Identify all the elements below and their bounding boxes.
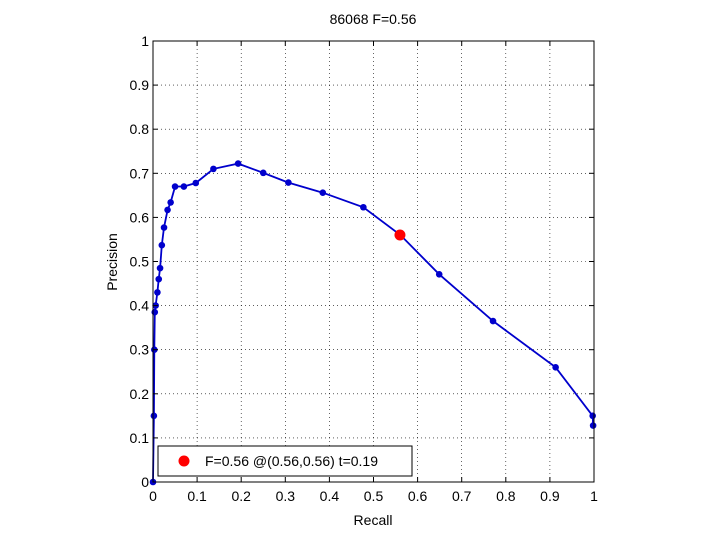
x-tick-label: 0.4 [320, 488, 340, 504]
y-tick-label: 0.6 [130, 209, 150, 225]
x-tick-label: 0.7 [452, 488, 472, 504]
data-point [180, 183, 188, 190]
data-point [158, 241, 166, 249]
y-tick-label: 0.5 [130, 254, 150, 270]
x-tick-label: 0.9 [540, 488, 560, 504]
y-axis-label: Precision [104, 233, 120, 291]
data-point [589, 422, 597, 429]
x-tick-label: 0.8 [496, 488, 516, 504]
y-tick-label: 0.7 [130, 165, 150, 181]
data-point [210, 165, 217, 173]
legend: F=0.56 @(0.56,0.56) t=0.19 [157, 445, 413, 477]
best-f-point [394, 229, 406, 241]
data-point [589, 412, 596, 420]
data-point [164, 206, 171, 214]
legend-label: F=0.56 @(0.56,0.56) t=0.19 [205, 453, 378, 469]
y-tick-label: 0 [141, 474, 149, 490]
ticks: 0 0.1 0.2 0.3 0.4 0.5 0.6 0.7 0.8 0.9 1 0 0.1 0.2 0.3 0… [130, 33, 599, 504]
y-tick-label: 0.3 [130, 342, 150, 358]
x-axis-label: Recall [354, 512, 393, 528]
data-point [154, 289, 161, 296]
chart-title: 86068 F=0.56 [330, 11, 417, 27]
data-point [285, 179, 292, 186]
y-tick-label: 0.8 [130, 121, 150, 137]
x-tick-label: 0.3 [276, 488, 296, 504]
y-tick-label: 0.1 [130, 430, 150, 446]
grid [153, 41, 594, 482]
x-tick-label: 0.1 [187, 488, 207, 504]
x-tick-label: 0.5 [364, 488, 384, 504]
data-point [360, 203, 367, 211]
data-point [192, 179, 200, 187]
x-tick-label: 1 [590, 488, 598, 504]
data-point [171, 183, 179, 190]
data-point [259, 169, 267, 177]
data-point [156, 264, 164, 272]
data-point [489, 317, 497, 325]
y-tick-label: 0.4 [130, 298, 150, 314]
data-point [552, 364, 559, 371]
legend-box [157, 445, 413, 477]
data-point [319, 189, 327, 197]
data-point [234, 160, 242, 167]
y-tick-label: 1 [141, 33, 149, 49]
data-point [155, 275, 163, 283]
data-point [167, 199, 174, 206]
data-point [150, 412, 158, 420]
series-layer [149, 160, 597, 486]
y-tick-label: 0.2 [130, 386, 150, 402]
x-tick-label: 0 [149, 488, 157, 504]
x-tick-label: 0.6 [408, 488, 428, 504]
data-point [435, 270, 443, 278]
y-tick-label: 0.9 [130, 77, 150, 93]
legend-marker [178, 455, 190, 467]
data-point [151, 308, 159, 316]
data-point [160, 224, 168, 231]
x-tick-label: 0.2 [231, 488, 251, 504]
